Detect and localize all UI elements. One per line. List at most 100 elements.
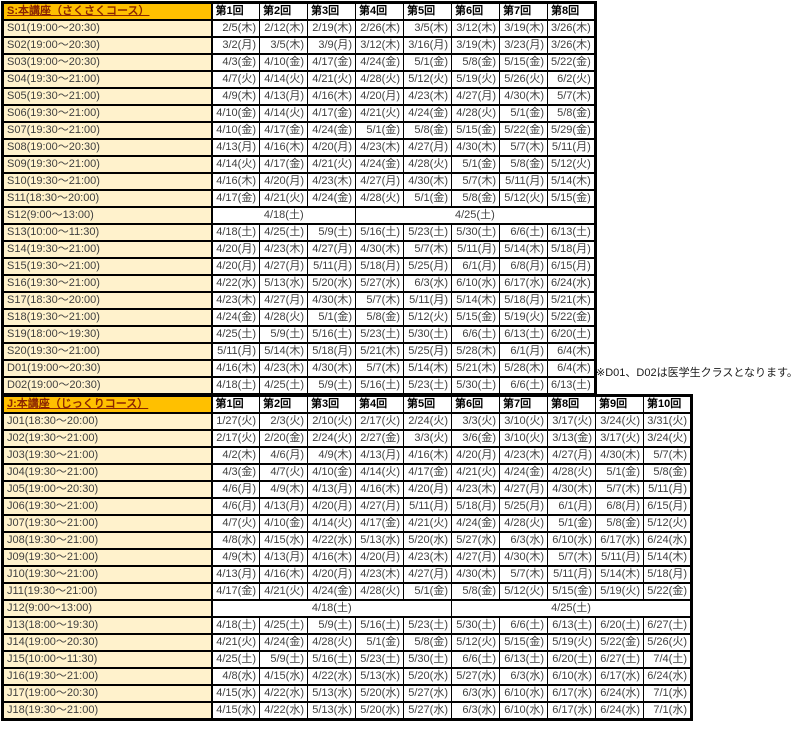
date-cell: 6/2(火) [547,70,596,89]
table-row: S10(19:30〜21:00) 4/16(木) 4/20(月) 4/23(木) 4/2… [2,172,596,191]
table-row: J18(19:30〜21:00) 4/15(水) 4/22(水) 5/13(水) 5/2… [2,701,692,721]
date-cell: 6/15(月) [547,257,596,276]
date-cell: 3/24(火) [643,429,692,448]
date-cell: 5/1(金) [403,582,452,601]
table-row: S20(19:30〜21:00) 5/11(月) 5/14(木) 5/18(月) 5/2… [2,342,596,361]
date-cell: 2/5(木) [211,19,260,38]
date-cell: 5/25(月) [403,257,452,276]
course-title: S:本講座（さくさくコース） [2,1,213,21]
date-cell: 5/1(金) [307,308,356,327]
date-cell: 5/12(火) [403,70,452,89]
date-cell: 4/20(月) [307,497,356,516]
date-cell: 5/11(月) [211,342,260,361]
round-header: 第6回 [451,1,500,21]
date-cell: 2/19(木) [307,19,356,38]
date-cell: 6/17(水) [595,531,644,550]
round-header: 第7回 [499,1,548,21]
date-cell: 4/17(金) [307,53,356,72]
date-cell: 3/12(木) [451,19,500,38]
round-header: 第3回 [307,394,356,414]
date-cell: 4/30(木) [307,359,356,378]
date-cell: 4/6(月) [211,480,260,499]
merged-date-cell: 4/25(土) [451,599,692,618]
table-row: S05(19:30〜21:00) 4/9(木) 4/13(月) 4/16(木) 4/20… [2,87,596,106]
date-cell: 5/11(月) [403,497,452,516]
date-cell: 4/20(月) [451,446,500,465]
date-cell: 5/7(木) [355,359,404,378]
date-cell: 6/17(水) [547,684,596,703]
date-cell: 5/23(土) [403,223,452,242]
date-cell: 5/30(土) [451,223,500,242]
row-label: S04(19:30〜21:00) [2,70,213,89]
header-row: J:本講座（じっくりコース） 第1回 第2回 第3回 第4回 第5回 第6回 第7回 第8回 第9… [2,394,692,414]
date-cell: 5/9(土) [307,376,356,396]
date-cell: 4/6(月) [211,497,260,516]
date-cell: 3/3(火) [403,429,452,448]
date-cell: 5/7(木) [499,565,548,584]
date-cell: 2/3(火) [259,412,308,431]
date-cell: 4/28(火) [547,463,596,482]
row-label: S19(18:00〜19:30) [2,325,213,344]
round-header: 第4回 [355,1,404,21]
date-cell: 4/9(木) [211,548,260,567]
date-cell: 6/13(土) [499,650,548,669]
table-row: J17(19:00〜20:30) 4/15(水) 4/22(水) 5/13(水) 5/2… [2,684,692,703]
date-cell: 4/17(金) [307,104,356,123]
date-cell: 2/24(火) [307,429,356,448]
date-cell: 5/26(火) [499,70,548,89]
date-cell: 5/18(月) [355,257,404,276]
date-cell: 4/24(金) [355,53,404,72]
date-cell: 5/7(木) [451,172,500,191]
date-cell: 6/24(水) [643,667,692,686]
table-row: J01(18:30〜20:00) 1/27(火) 2/3(火) 2/10(火) 2/17… [2,412,692,431]
date-cell: 5/22(金) [547,308,596,327]
date-cell: 5/15(金) [451,121,500,140]
date-cell: 4/9(木) [211,87,260,106]
date-cell: 5/23(土) [403,616,452,635]
date-cell: 6/6(土) [499,616,548,635]
date-cell: 5/22(金) [595,633,644,652]
row-label: D02(19:00〜20:30) [2,376,213,396]
date-cell: 5/14(木) [451,291,500,310]
merged-date-cell: 4/25(土) [355,206,596,225]
date-cell: 4/23(木) [259,240,308,259]
date-cell: 4/30(木) [451,565,500,584]
date-cell: 5/9(土) [307,616,356,635]
date-cell: 6/4(木) [547,359,596,378]
table-row: J03(19:30〜21:00) 4/2(木) 4/6(月) 4/9(木) 4/13(月… [2,446,692,465]
date-cell: 6/8(月) [595,497,644,516]
row-label: S12(9:00〜13:00) [2,206,213,225]
date-cell: 3/31(火) [643,412,692,431]
date-cell: 5/20(水) [403,531,452,550]
date-cell: 4/23(木) [211,291,260,310]
date-cell: 4/25(土) [259,223,308,242]
date-cell: 4/30(木) [307,291,356,310]
j-course-schedule-table: J:本講座（じっくりコース） 第1回 第2回 第3回 第4回 第5回 第6回 第7回 第8回 第9… [1,394,693,721]
date-cell: 6/17(水) [595,667,644,686]
date-cell: 5/7(木) [355,291,404,310]
date-cell: 5/18(月) [547,240,596,259]
date-cell: 4/28(火) [355,189,404,208]
date-cell: 5/14(木) [259,342,308,361]
round-header: 第9回 [595,394,644,414]
date-cell: 4/30(木) [403,172,452,191]
date-cell: 5/20(水) [403,667,452,686]
table-row: J02(19:30〜21:00) 2/17(火) 2/20(金) 2/24(火) 2/2… [2,429,692,448]
date-cell: 3/12(木) [355,36,404,55]
date-cell: 4/15(水) [259,667,308,686]
date-cell: 4/20(月) [307,138,356,157]
date-cell: 5/1(金) [403,53,452,72]
date-cell: 6/20(土) [595,616,644,635]
date-cell: 4/3(金) [211,463,260,482]
date-cell: 4/13(月) [307,480,356,499]
date-cell: 5/23(土) [355,325,404,344]
date-cell: 4/9(木) [307,446,356,465]
date-cell: 6/3(水) [499,667,548,686]
date-cell: 4/14(火) [355,463,404,482]
date-cell: 4/13(月) [259,87,308,106]
round-header: 第5回 [403,394,452,414]
date-cell: 5/19(火) [547,633,596,652]
date-cell: 5/15(金) [499,633,548,652]
date-cell: 4/10(金) [211,104,260,123]
table-row: J06(19:30〜21:00) 4/6(月) 4/13(月) 4/20(月) 4/27… [2,497,692,516]
